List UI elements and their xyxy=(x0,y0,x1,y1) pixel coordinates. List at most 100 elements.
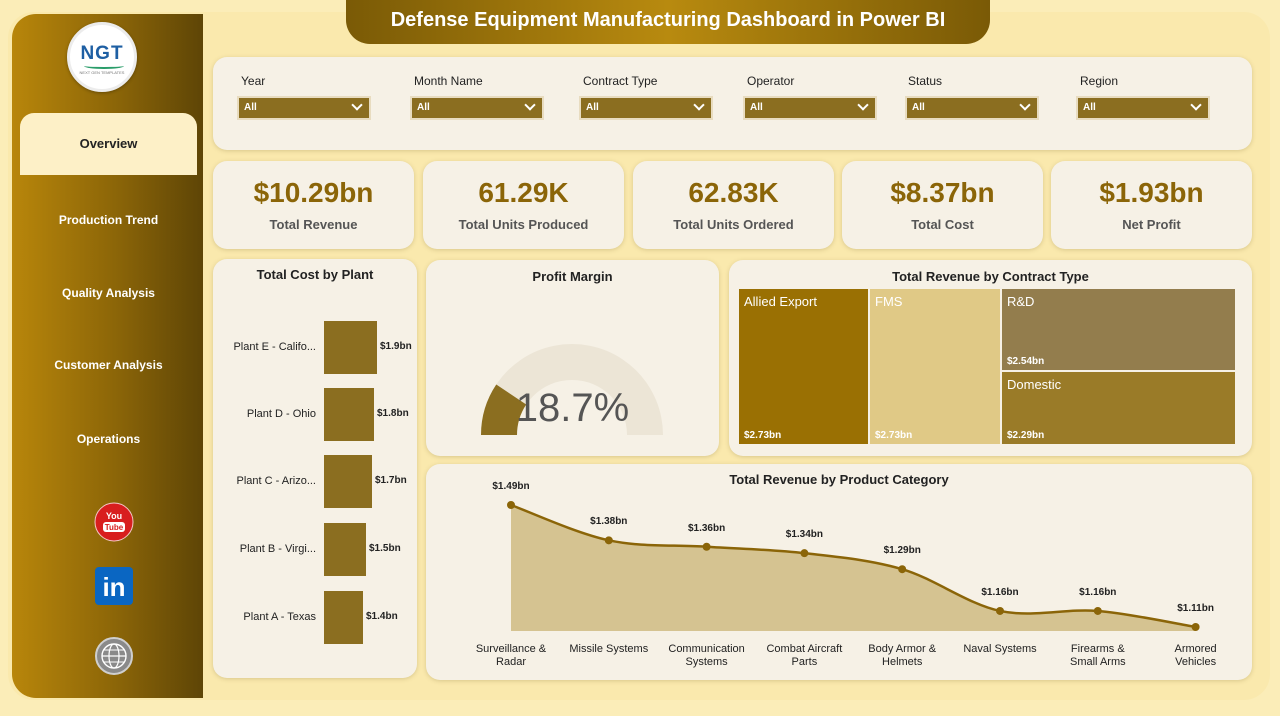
filter-year-value: All xyxy=(244,102,257,113)
category-label-line: Surveillance & xyxy=(475,643,547,655)
data-label: $1.29bn xyxy=(883,545,921,557)
plant-label: Plant D - Ohio xyxy=(246,407,316,420)
treemap-tile-domestic[interactable]: Domestic $2.29bn xyxy=(1001,371,1236,445)
treemap-tile-name: FMS xyxy=(875,294,903,309)
kpi-card-units-ordered: 62.83K Total Units Ordered xyxy=(633,161,834,249)
data-point[interactable] xyxy=(1093,606,1102,615)
data-point[interactable] xyxy=(800,549,809,558)
nav-quality-analysis[interactable]: Quality Analysis xyxy=(62,286,155,300)
treemap-tile-name: Domestic xyxy=(1007,377,1062,392)
data-point[interactable] xyxy=(996,606,1004,615)
plant-cost-value: $1.7bn xyxy=(375,474,407,486)
category-label-line: Small Arms xyxy=(1069,656,1126,668)
nav-overview[interactable]: Overview xyxy=(20,113,197,175)
kpi-card-total-revenue: $10.29bn Total Revenue xyxy=(213,161,414,249)
kpi-value: $8.37bn xyxy=(890,177,995,208)
nav-operations[interactable]: Operations xyxy=(76,432,141,446)
revenue-by-category-card: Total Revenue by Product Category $1.49b… xyxy=(426,464,1252,680)
filter-region-value: All xyxy=(1083,102,1096,113)
data-label: $1.36bn xyxy=(687,522,726,534)
filter-region-dropdown[interactable]: All xyxy=(1076,96,1210,120)
plant-cost-value: $1.4bn xyxy=(366,610,398,622)
filter-operator-label: Operator xyxy=(747,74,795,88)
profit-margin-card: Profit Margin 18.7% xyxy=(426,260,719,456)
logo-swoosh-icon xyxy=(84,63,124,69)
profit-margin-gauge xyxy=(481,344,663,435)
chevron-down-icon xyxy=(1190,99,1202,111)
category-label: Armored Vehicles xyxy=(1141,643,1251,669)
treemap-tile-rnd[interactable]: R&D $2.54bn xyxy=(1001,288,1236,371)
kpi-label: Total Units Ordered xyxy=(673,217,794,232)
series-line xyxy=(510,503,1196,629)
plant-cost-value: $1.5bn xyxy=(369,542,401,554)
linkedin-text: in xyxy=(102,572,125,602)
category-label-line: Firearms & xyxy=(1070,643,1125,655)
cost-by-plant-card: Total Cost by Plant Plant E - Califo... $… xyxy=(213,259,417,678)
kpi-value: $10.29bn xyxy=(253,177,374,208)
data-label: $1.34bn xyxy=(785,529,824,541)
category-label-line: Body Armor & xyxy=(868,643,937,655)
kpi-card-units-produced: 61.29K Total Units Produced xyxy=(423,161,624,249)
linkedin-icon[interactable]: in xyxy=(94,566,134,606)
filter-contract-value: All xyxy=(586,102,599,113)
plant-cost-bar[interactable] xyxy=(324,321,377,374)
chevron-down-icon xyxy=(1019,99,1031,111)
filter-operator-dropdown[interactable]: All xyxy=(743,96,877,120)
gauge-track xyxy=(481,344,663,435)
data-point[interactable] xyxy=(898,565,907,574)
category-label: Surveillance & Radar xyxy=(456,643,566,669)
category-label: Body Armor & Helmets xyxy=(847,643,957,669)
filter-year-label: Year xyxy=(241,74,266,88)
nav-production-trend[interactable]: Production Trend xyxy=(58,213,159,227)
chevron-down-icon xyxy=(524,99,536,111)
category-label-line: Radar xyxy=(496,656,526,668)
plant-cost-bar[interactable] xyxy=(324,455,372,508)
filter-month-value: All xyxy=(417,102,430,113)
data-label: $1.16bn xyxy=(981,586,1019,598)
plant-label: Plant B - Virgi... xyxy=(239,542,316,555)
logo: NGT NEXT GEN TEMPLATES xyxy=(67,22,137,92)
data-point[interactable] xyxy=(604,536,613,545)
treemap-tile-fms[interactable]: FMS $2.73bn xyxy=(869,288,1001,445)
data-label: $1.16bn xyxy=(1079,586,1117,598)
youtube-text-bottom: Tube xyxy=(105,523,124,532)
revenue-by-contract-title: Total Revenue by Contract Type xyxy=(892,269,1089,284)
category-label-line: Naval Systems xyxy=(963,643,1037,655)
plant-label: Plant E - Califo... xyxy=(233,340,316,353)
nav-customer-analysis[interactable]: Customer Analysis xyxy=(54,358,163,372)
chevron-down-icon xyxy=(693,99,705,111)
filter-operator-value: All xyxy=(750,102,763,113)
filter-status-dropdown[interactable]: All xyxy=(905,96,1039,120)
filter-month-label: Month Name xyxy=(414,74,483,88)
website-globe-icon[interactable] xyxy=(94,636,134,676)
category-label-line: Missile Systems xyxy=(569,643,649,655)
youtube-icon[interactable]: You Tube xyxy=(94,502,134,542)
category-label-line: Combat Aircraft xyxy=(766,643,843,655)
filter-contract-dropdown[interactable]: All xyxy=(579,96,713,120)
filter-contract-label: Contract Type xyxy=(583,74,658,88)
filter-month-dropdown[interactable]: All xyxy=(410,96,544,120)
plant-cost-bar[interactable] xyxy=(324,523,366,576)
category-label: Firearms & Small Arms xyxy=(1043,643,1153,669)
revenue-by-contract-card: Total Revenue by Contract Type Allied Ex… xyxy=(729,260,1252,456)
data-point[interactable] xyxy=(702,542,711,551)
chevron-down-icon xyxy=(351,99,363,111)
area-fill xyxy=(511,505,1196,631)
category-label-line: Systems xyxy=(685,656,728,668)
plant-cost-bar[interactable] xyxy=(324,591,363,644)
filter-status-label: Status xyxy=(908,74,943,88)
kpi-card-net-profit: $1.93bn Net Profit xyxy=(1051,161,1252,249)
data-point[interactable] xyxy=(507,501,515,509)
treemap-tile-allied-export[interactable]: Allied Export $2.73bn xyxy=(738,288,869,445)
gauge-fill xyxy=(481,384,527,435)
plant-label: Plant A - Texas xyxy=(243,610,316,623)
treemap-tile-value: $2.73bn xyxy=(875,430,913,441)
category-label-line: Parts xyxy=(791,656,818,668)
filter-region-label: Region xyxy=(1080,74,1119,88)
filter-year-dropdown[interactable]: All xyxy=(237,96,371,120)
plant-cost-bar[interactable] xyxy=(324,388,374,441)
treemap-tile-value: $2.54bn xyxy=(1007,356,1045,367)
kpi-label: Total Revenue xyxy=(269,217,358,232)
profit-margin-title: Profit Margin xyxy=(532,269,613,284)
data-point[interactable] xyxy=(1191,623,1200,631)
